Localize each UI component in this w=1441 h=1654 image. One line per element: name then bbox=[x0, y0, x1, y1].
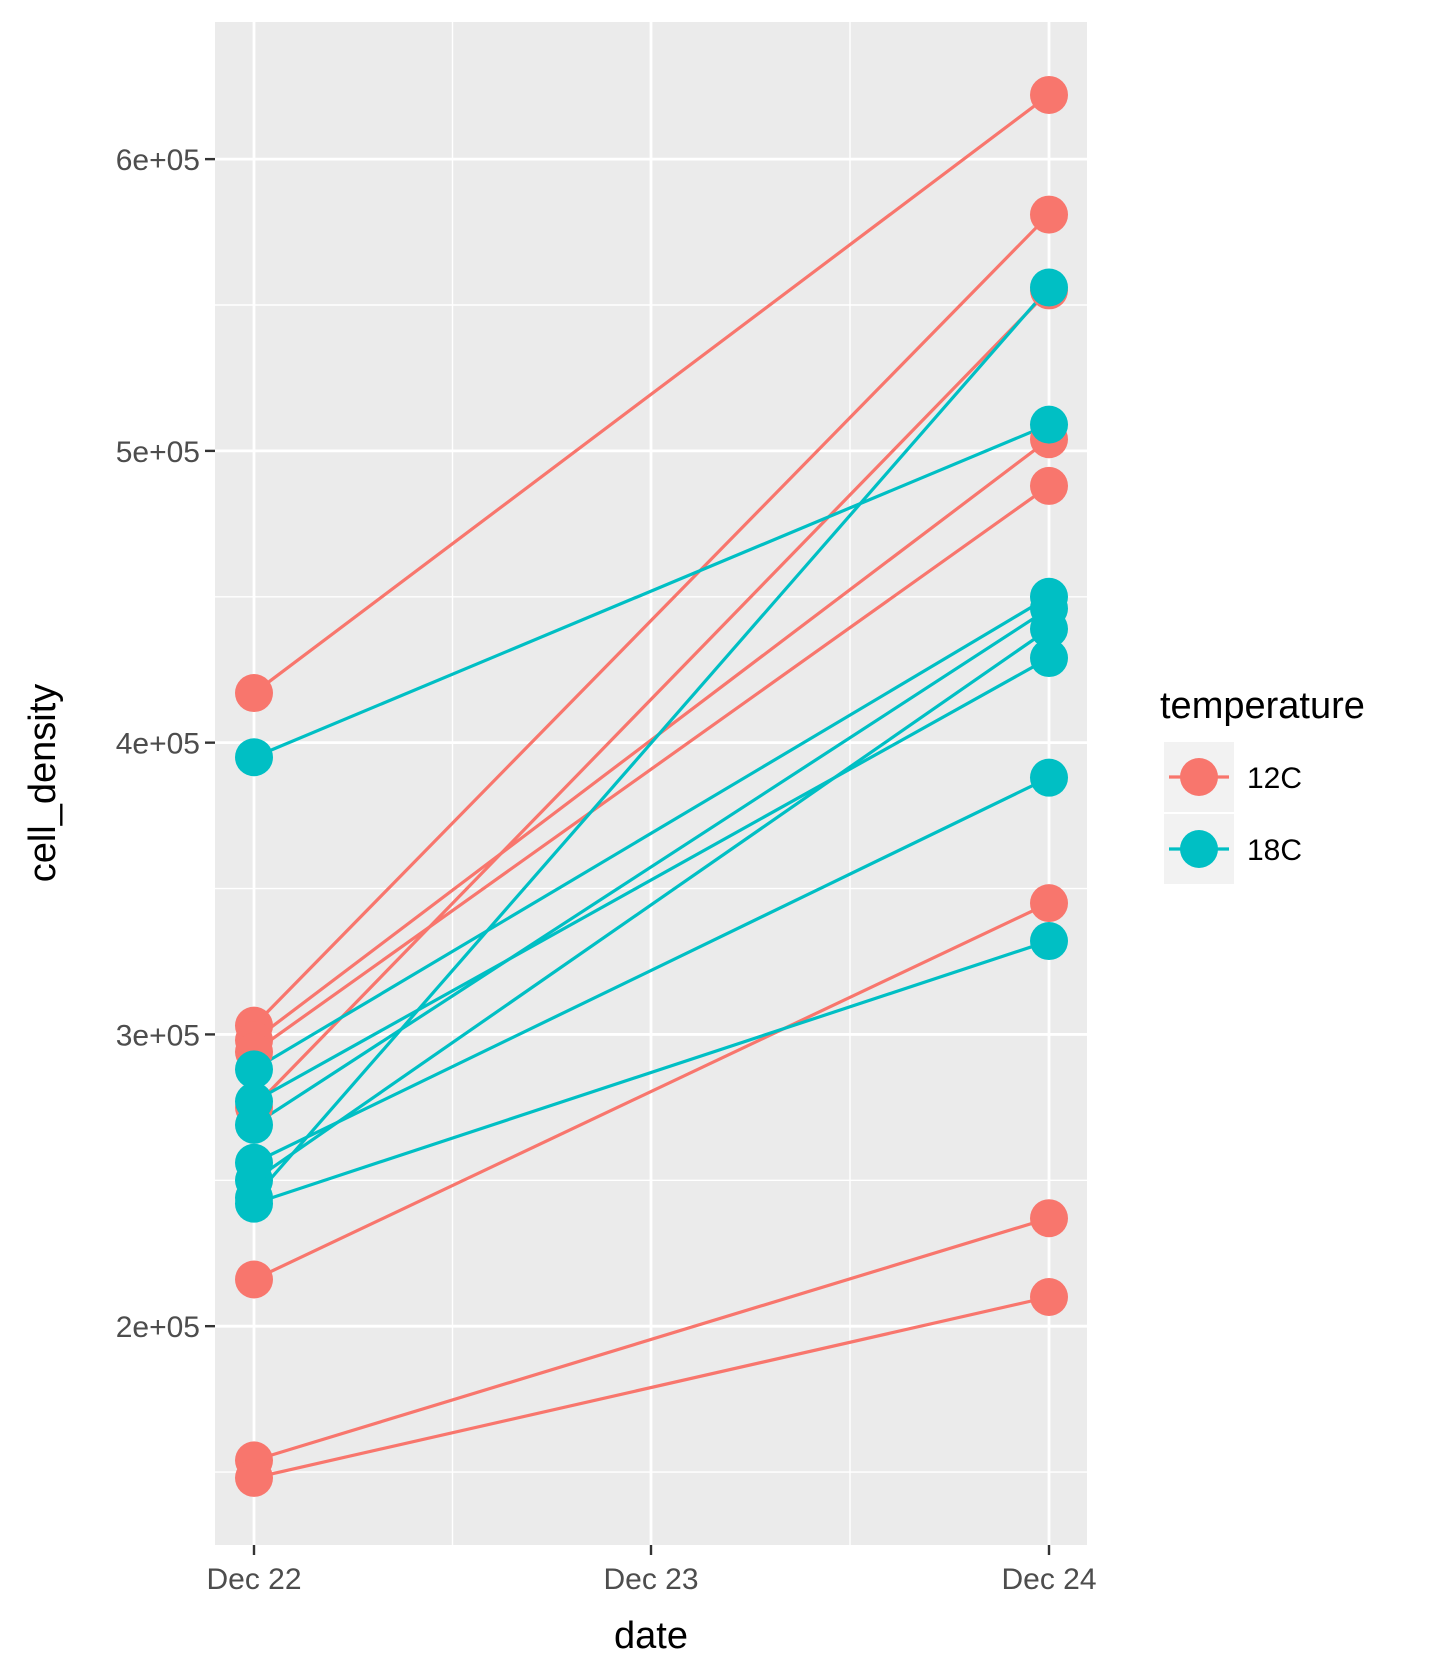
x-tick-label-2: Dec 24 bbox=[1001, 1563, 1096, 1596]
series-line-11 bbox=[253, 607, 1050, 1127]
y-tick-label-3: 5e+05 bbox=[116, 436, 200, 469]
series-line-10 bbox=[253, 595, 1050, 1071]
data-point-5-1 bbox=[1030, 884, 1068, 923]
series-line-13 bbox=[253, 656, 1050, 1103]
data-point-13-1 bbox=[1030, 639, 1068, 678]
data-point-8-0 bbox=[235, 738, 273, 777]
series-line-0 bbox=[253, 93, 1050, 695]
legend-label-0: 12C bbox=[1247, 762, 1302, 795]
y-tick-label-4: 6e+05 bbox=[116, 144, 200, 177]
series-line-6 bbox=[253, 1216, 1050, 1462]
series-line-2 bbox=[252, 289, 1051, 1109]
x-axis-title: date bbox=[614, 1615, 688, 1654]
series-line-9 bbox=[252, 286, 1051, 1199]
legend-label-1: 18C bbox=[1247, 834, 1302, 867]
legend-key-point-1 bbox=[1180, 830, 1218, 868]
series-line-12 bbox=[253, 627, 1050, 1182]
data-point-7-0 bbox=[235, 1458, 273, 1497]
y-tick-label-0: 2e+05 bbox=[116, 1311, 200, 1344]
series-lines bbox=[252, 93, 1051, 1480]
series-line-15 bbox=[253, 939, 1050, 1206]
series-line-4 bbox=[253, 484, 1050, 1054]
series-line-7 bbox=[253, 1295, 1050, 1480]
data-point-10-0 bbox=[235, 1050, 273, 1089]
series-line-8 bbox=[253, 423, 1050, 759]
series-line-3 bbox=[253, 437, 1050, 1042]
legend-key-point-0 bbox=[1180, 758, 1218, 796]
data-point-13-0 bbox=[235, 1082, 273, 1121]
data-point-15-0 bbox=[235, 1184, 273, 1223]
y-tick-label-2: 4e+05 bbox=[116, 728, 200, 761]
y-axis-title: cell_density bbox=[22, 684, 64, 883]
x-tick-label-0: Dec 22 bbox=[206, 1563, 301, 1596]
data-point-9-1 bbox=[1030, 268, 1068, 307]
data-point-7-1 bbox=[1030, 1278, 1068, 1317]
y-tick-label-1: 3e+05 bbox=[116, 1019, 200, 1052]
x-tick-label-1: Dec 23 bbox=[603, 1563, 698, 1596]
legend: temperature 12C 18C bbox=[1160, 685, 1365, 884]
x-axis: Dec 22 Dec 23 Dec 24 bbox=[206, 1545, 1097, 1596]
data-point-4-1 bbox=[1030, 466, 1068, 505]
data-point-1-1 bbox=[1030, 195, 1068, 234]
data-point-15-1 bbox=[1030, 922, 1068, 961]
data-point-0-0 bbox=[235, 674, 273, 713]
data-point-14-1 bbox=[1030, 758, 1068, 797]
data-point-5-0 bbox=[235, 1260, 273, 1299]
legend-title: temperature bbox=[1160, 685, 1365, 727]
data-point-0-1 bbox=[1030, 75, 1068, 114]
data-point-14-0 bbox=[235, 1143, 273, 1182]
legend-entries: 12C 18C bbox=[1164, 742, 1302, 884]
data-point-12-1 bbox=[1030, 609, 1068, 648]
data-point-8-1 bbox=[1030, 405, 1068, 444]
series-line-1 bbox=[252, 213, 1051, 1027]
data-point-6-1 bbox=[1030, 1199, 1068, 1238]
series-line-5 bbox=[253, 901, 1050, 1281]
y-axis: 2e+05 3e+05 4e+05 5e+05 6e+05 bbox=[116, 144, 215, 1344]
series-points bbox=[235, 75, 1068, 1497]
series-line-14 bbox=[253, 776, 1050, 1165]
